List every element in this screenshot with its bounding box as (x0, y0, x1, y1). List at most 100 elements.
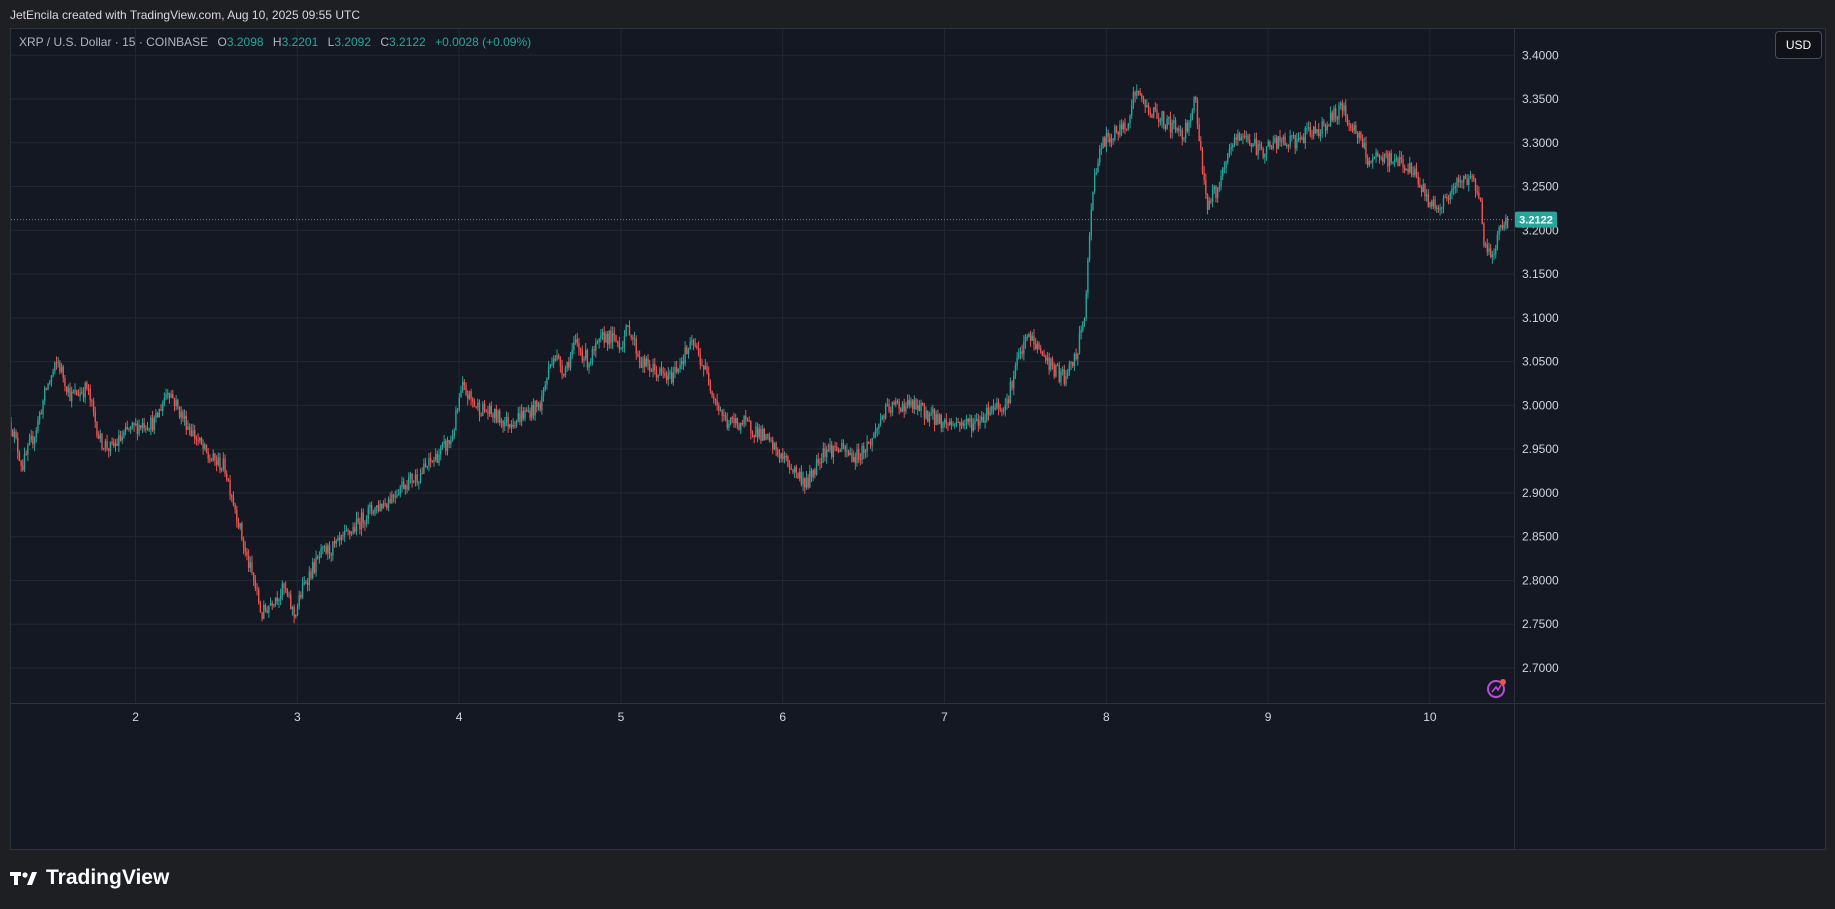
candle-body-down (1144, 100, 1146, 108)
candle-body-up (1127, 123, 1130, 130)
legend-change-value: +0.0028 (+0.09%) (435, 35, 532, 49)
candle-body-down (883, 416, 885, 419)
candle-body-down (214, 453, 216, 461)
candle-body-down (424, 463, 427, 467)
candle-body-down (421, 473, 423, 475)
candle-body-up (608, 330, 610, 345)
candle-body-up (1083, 318, 1086, 323)
last-price-label: 3.2122 (1519, 215, 1553, 227)
candle-body-up (288, 594, 290, 596)
candle-body-up (981, 416, 983, 421)
candle-body-down (1247, 135, 1249, 141)
candle-body-down (210, 460, 213, 462)
candle-body-down (483, 403, 486, 411)
candle-body-up (1245, 135, 1248, 137)
candle-body-down (254, 579, 257, 589)
candle-body-up (515, 419, 518, 426)
tradingview-brand[interactable]: TradingView (10, 866, 169, 890)
candle-body-up (423, 463, 425, 474)
candle-body-down (347, 530, 349, 532)
candle-body-down (485, 410, 487, 412)
candle-body-down (76, 390, 78, 395)
candle-body-up (642, 357, 644, 368)
currency-button[interactable]: USD (1775, 31, 1822, 59)
candle-body-up (434, 454, 437, 460)
candle-body-up (1002, 410, 1005, 412)
candle-body-up (913, 399, 916, 410)
candle-body-up (1291, 135, 1293, 137)
candle-body-down (177, 400, 179, 407)
candle-body-down (364, 523, 366, 525)
candle-body-down (499, 410, 501, 423)
candle-body-up (343, 530, 346, 536)
candle-body-down (246, 551, 248, 556)
candle-body-up (505, 416, 508, 422)
candle-body-up (1171, 123, 1173, 133)
candle-body-up (1024, 337, 1027, 342)
candle-body-down (699, 354, 701, 365)
candle-body-up (770, 439, 772, 441)
candle-body-down (251, 562, 253, 573)
candle-body-up (1493, 254, 1495, 256)
candle-body-up (1193, 96, 1195, 111)
candle-body-up (1232, 144, 1234, 148)
candle-body-down (837, 450, 840, 452)
candle-body-down (746, 419, 749, 422)
candle-body-up (1006, 399, 1008, 405)
candle-body-up (1252, 143, 1254, 147)
candle-body-up (1227, 153, 1229, 162)
candle-body-up (345, 530, 348, 532)
chart-pane[interactable]: 2.7000 2.7500 2.8000 2.8500 2.9000 2.9500 3.00… (10, 28, 1826, 850)
candle-body-up (852, 456, 855, 462)
candle-body-down (1134, 91, 1136, 96)
legend-close-label: C (380, 35, 390, 49)
candle-body-down (377, 505, 380, 511)
candle-body-down (923, 405, 926, 419)
candle-body-up (547, 367, 550, 379)
candle-body-up (455, 410, 457, 430)
candle-body-up (1129, 115, 1131, 124)
candle-body-up (446, 439, 449, 451)
candle-body-down (519, 413, 521, 422)
candle-body-up (155, 413, 157, 419)
candle-body-up (1372, 158, 1374, 162)
candle-body-down (1417, 176, 1419, 185)
candle-body-up (891, 401, 894, 413)
candle-body-down (65, 386, 68, 393)
candle-body-down (711, 391, 713, 397)
candle-body-up (1220, 176, 1222, 187)
candle-body-up (413, 480, 415, 483)
candle-body-up (212, 453, 214, 461)
candle-body-up (679, 364, 681, 369)
candle-body-down (290, 594, 292, 610)
candle-body-up (541, 396, 543, 411)
candle-body-down (1385, 153, 1387, 155)
candle-body-down (868, 441, 870, 444)
candle-body-up (1488, 248, 1490, 253)
candle-body-down (1120, 124, 1123, 130)
candle-body-down (55, 362, 58, 364)
spark-rocket-icon[interactable] (1487, 679, 1506, 698)
candle-body-up (839, 449, 841, 452)
candle-body-up (544, 384, 546, 390)
candle-body-up (1495, 248, 1497, 255)
candle-body-up (1409, 162, 1411, 173)
candle-body-down (1415, 168, 1418, 177)
y-tick-label: 3.0500 (1522, 355, 1559, 369)
candle-body-down (694, 344, 696, 346)
candle-body-up (1338, 105, 1340, 120)
candle-body-down (293, 607, 295, 617)
candle-body-down (372, 511, 375, 514)
candle-body-up (574, 339, 577, 343)
candle-body-down (896, 401, 899, 403)
candle-body-down (522, 411, 525, 419)
candle-body-up (873, 433, 875, 439)
candle-body-down (1109, 136, 1111, 143)
candle-body-down (654, 364, 656, 371)
candle-body-down (1424, 184, 1426, 197)
candle-body-down (800, 471, 803, 485)
candlestick-chart[interactable]: 2.7000 2.7500 2.8000 2.8500 2.9000 2.9500 3.00… (11, 29, 1825, 849)
candle-body-down (643, 357, 646, 367)
candle-body-up (482, 403, 484, 416)
candle-body-down (306, 583, 309, 585)
